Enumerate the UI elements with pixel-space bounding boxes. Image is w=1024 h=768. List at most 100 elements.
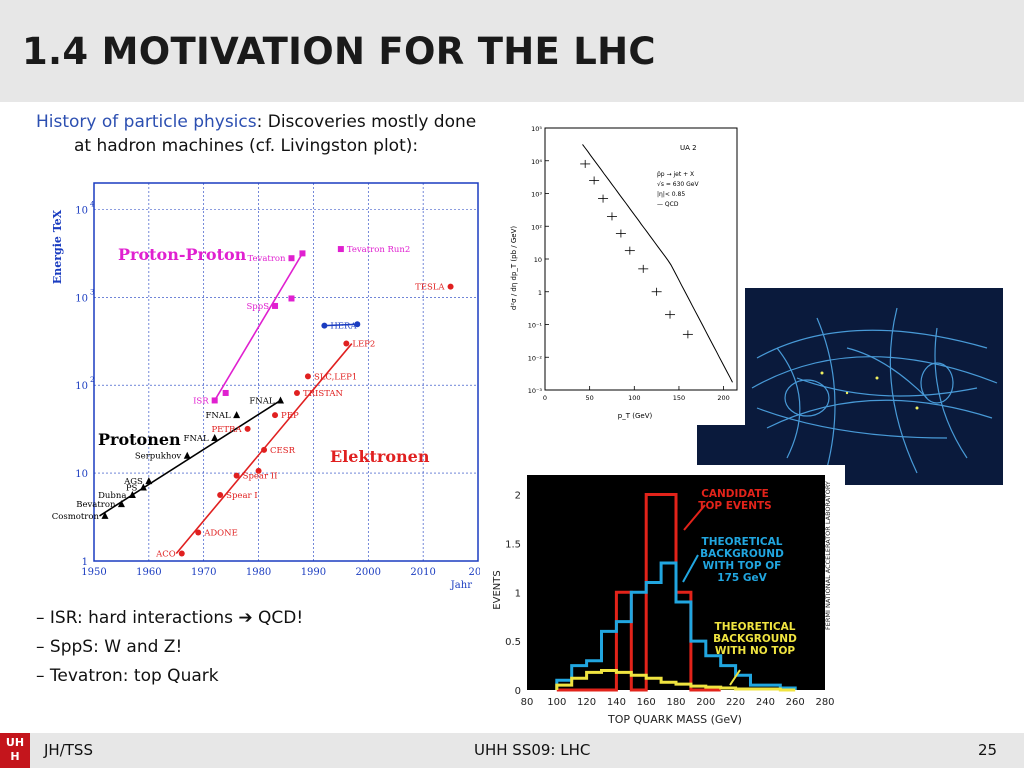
point-label: ISR (193, 396, 209, 406)
y-tick-label: 10 (75, 469, 88, 480)
x-tick-label: 1960 (136, 567, 161, 578)
data-point (354, 321, 361, 328)
point-label: TRISTAN (303, 389, 344, 399)
top-quark-histogram: 0 0.5 1 1.5 2 80 100 120 140 160 180 200 220 240 260 2… (480, 465, 845, 730)
livingston-plot: Energie TeX 1950 1960 1970 1980 1990 2000 2010… (51, 175, 485, 591)
histogram-annotation: THEORETICAL (715, 621, 796, 633)
histogram-annotation: 175 GeV (717, 572, 767, 584)
data-point (233, 472, 240, 479)
data-point (222, 389, 229, 396)
ua2-xlabel: p_T (GeV) (618, 412, 653, 420)
point-label: FNAL (206, 411, 231, 421)
data-point (195, 529, 202, 536)
x-tick-label: 1970 (191, 567, 216, 578)
y-tick-label: 1.5 (505, 539, 521, 550)
data-point (255, 467, 262, 474)
y-tick-label: 2 (515, 491, 521, 502)
histogram-annotation: BACKGROUND (700, 548, 784, 560)
data-point (321, 322, 328, 329)
x-tick-label: 220 (726, 697, 745, 708)
intro-rest-2: at hadron machines (cf. Livingston plot)… (74, 136, 419, 156)
histogram-annotation: BACKGROUND (713, 633, 797, 645)
label-elektronen: Elektronen (330, 447, 430, 466)
point-label: ACO (155, 550, 176, 560)
x-tick-label: 100 (628, 394, 640, 402)
y-tick-label: 10⁻³ (528, 387, 543, 395)
x-tick-label: 160 (637, 697, 656, 708)
histogram-side-label: FERMI NATIONAL ACCELERATOR LABORATORY (824, 481, 832, 630)
point-label: Spear I (226, 491, 258, 501)
event-display-image (697, 288, 1003, 485)
point-label: SppS (246, 302, 269, 312)
label-protonen: Protonen (98, 430, 181, 449)
histogram-annotation: THEORETICAL (702, 536, 783, 548)
label-proton-proton: Proton-Proton (118, 245, 247, 264)
histogram-annotation: CANDIDATE (701, 488, 769, 500)
annotation-arrow (729, 669, 741, 686)
y-tick-label: 1 (515, 588, 521, 599)
y-tick-label: 10⁵ (531, 125, 542, 133)
y-tick-label: 0.5 (505, 637, 521, 648)
data-point (293, 389, 300, 396)
data-point (304, 373, 311, 380)
data-point (337, 246, 344, 253)
point-label: ADONE (203, 529, 238, 539)
x-tick-label: 0 (543, 394, 547, 402)
y-tick-label: 1 (82, 557, 88, 568)
point-label: AGS (123, 477, 143, 487)
livingston-xlabel: Jahr (450, 580, 472, 591)
livingston-frame (93, 182, 479, 562)
data-point (178, 550, 185, 557)
data-point (447, 283, 454, 290)
data-point (145, 477, 153, 485)
intro-highlight: History of particle physics (36, 112, 257, 132)
data-point (288, 255, 295, 262)
point-label: LEP2 (352, 340, 375, 350)
livingston-ylabel: Energie TeX (51, 209, 64, 284)
x-tick-label: 100 (547, 697, 566, 708)
y-tick-label: 10² (531, 223, 542, 231)
point-label: Dubna (98, 491, 126, 501)
y-tick-label: 10 (75, 381, 88, 392)
data-point (139, 483, 147, 491)
point-label: Tevatron Run2 (347, 245, 410, 255)
intro-rest-1: : Discoveries mostly done (256, 112, 477, 132)
point-label: Bevatron (76, 500, 116, 510)
bullet-item: – Tevatron: top Quark (36, 666, 219, 686)
bullet-item: – ISR: hard interactions ➔ QCD! (36, 608, 304, 628)
intro-text: History of particle physics: Discoveries… (36, 110, 506, 158)
point-label: Spear II (243, 472, 278, 482)
x-tick-label: 1980 (246, 567, 271, 578)
histogram-series (555, 561, 797, 690)
x-tick-label: 150 (673, 394, 685, 402)
bullet-list: – ISR: hard interactions ➔ QCD! – SppS: … (36, 604, 303, 691)
histogram-ylabel: EVENTS (492, 570, 503, 609)
data-point (343, 340, 350, 347)
point-label: SLC,LEP1 (314, 372, 357, 382)
y-tick-label: 0 (515, 686, 521, 697)
annotation-arrow (683, 504, 706, 531)
x-tick-label: 120 (577, 697, 596, 708)
bullet-item: – SppS: W and Z! (36, 637, 183, 657)
x-tick-label: 240 (756, 697, 775, 708)
hera-line (324, 323, 358, 327)
point-label: CESR (270, 446, 296, 456)
data-point (272, 412, 279, 419)
data-point (233, 411, 241, 419)
point-label: PS (126, 483, 138, 493)
data-point (183, 451, 191, 459)
histogram-annotation: TOP EVENTS (698, 500, 771, 512)
ua2-plot: 10⁻³ 10⁻² 10⁻¹ 1 10 10² 10³ 10⁴ 10⁵ 0 50 100 150 200… (505, 118, 745, 423)
data-point (117, 500, 125, 508)
slide-title: 1.4 MOTIVATION FOR THE LHC (22, 30, 656, 73)
fit-line (213, 252, 304, 401)
x-tick-label: 2010 (410, 567, 435, 578)
data-point (128, 490, 136, 498)
footer-author: JH/TSS (44, 741, 93, 759)
y-tick-exponent: 4 (90, 200, 95, 208)
legend-entry: — QCD (657, 201, 679, 208)
page-number: 25 (978, 741, 998, 759)
legend-entry: √s = 630 GeV (657, 181, 699, 188)
data-point (261, 446, 268, 453)
x-tick-label: 50 (586, 394, 594, 402)
